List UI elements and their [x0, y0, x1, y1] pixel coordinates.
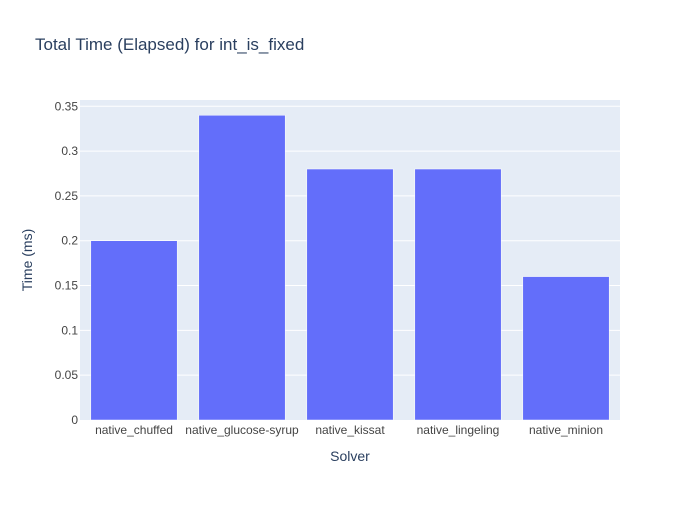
y-tick-label: 0	[71, 413, 78, 427]
bar-native_chuffed[interactable]	[90, 240, 178, 421]
x-tick-label: native_kissat	[315, 423, 385, 437]
bars	[90, 114, 610, 421]
bar-native_minion[interactable]	[522, 276, 610, 421]
x-tick-label: native_chuffed	[95, 423, 173, 437]
y-tick-label: 0.35	[55, 99, 79, 113]
y-axis-title: Time (ms)	[19, 229, 35, 291]
x-axis-ticks: native_chuffed native_glucose-syrup native…	[95, 423, 603, 437]
chart-title: Total Time (Elapsed) for int_is_fixed	[35, 35, 304, 54]
y-axis-ticks: 0 0.05 0.1 0.15 0.2 0.25 0.3 0.35	[55, 99, 79, 427]
y-tick-label: 0.1	[61, 323, 78, 337]
y-tick-label: 0.25	[55, 189, 79, 203]
x-tick-label: native_lingeling	[417, 423, 500, 437]
bar-native_glucose-syrup[interactable]	[198, 114, 286, 421]
y-tick-label: 0.3	[61, 144, 78, 158]
bar-native_kissat[interactable]	[306, 168, 394, 421]
y-tick-label: 0.05	[55, 368, 79, 382]
y-tick-label: 0.15	[55, 279, 79, 293]
x-axis-title: Solver	[330, 448, 370, 464]
y-tick-label: 0.2	[61, 234, 78, 248]
bar-native_lingeling[interactable]	[414, 168, 502, 421]
x-tick-label: native_minion	[529, 423, 603, 437]
x-tick-label: native_glucose-syrup	[185, 423, 299, 437]
